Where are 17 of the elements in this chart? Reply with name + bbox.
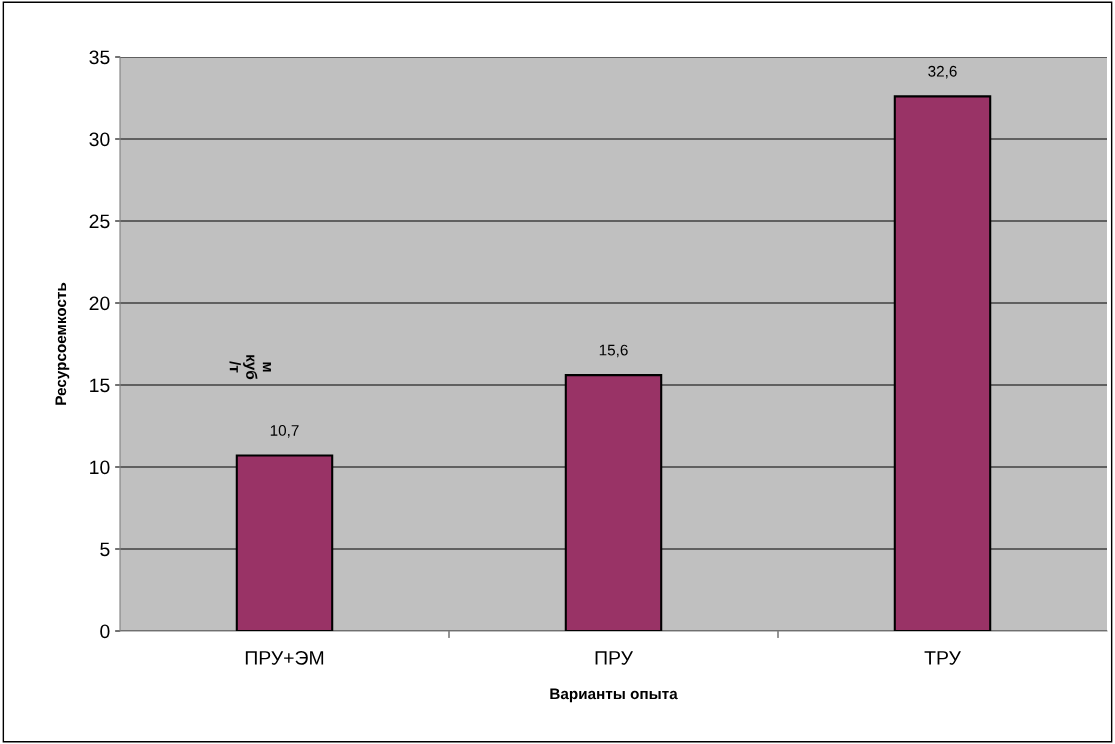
x-tick-label: ПРУ+ЭМ: [245, 650, 324, 665]
y-tick-label: 30: [89, 132, 110, 147]
y-tick-label: 15: [90, 378, 110, 393]
y-tick-label: 0: [100, 624, 110, 639]
y-tick-label: 20: [89, 296, 110, 311]
data-label: 15,6: [599, 344, 628, 358]
y-tick-label: 5: [100, 542, 110, 557]
x-axis-title: Варианты опыта: [550, 688, 678, 703]
data-label: 10,7: [270, 425, 299, 438]
y-tick-label: 10: [90, 460, 110, 475]
y-tick-label: 25: [89, 214, 110, 229]
x-tick-label: ПРУ: [595, 651, 634, 665]
data-label: 32,6: [928, 65, 957, 79]
y-tick-label: 35: [89, 50, 110, 65]
annotation: м куб /т: [229, 355, 271, 380]
y-axis-title: Ресурсоемкость: [55, 282, 70, 405]
x-tick-label: ТРУ: [924, 651, 961, 665]
